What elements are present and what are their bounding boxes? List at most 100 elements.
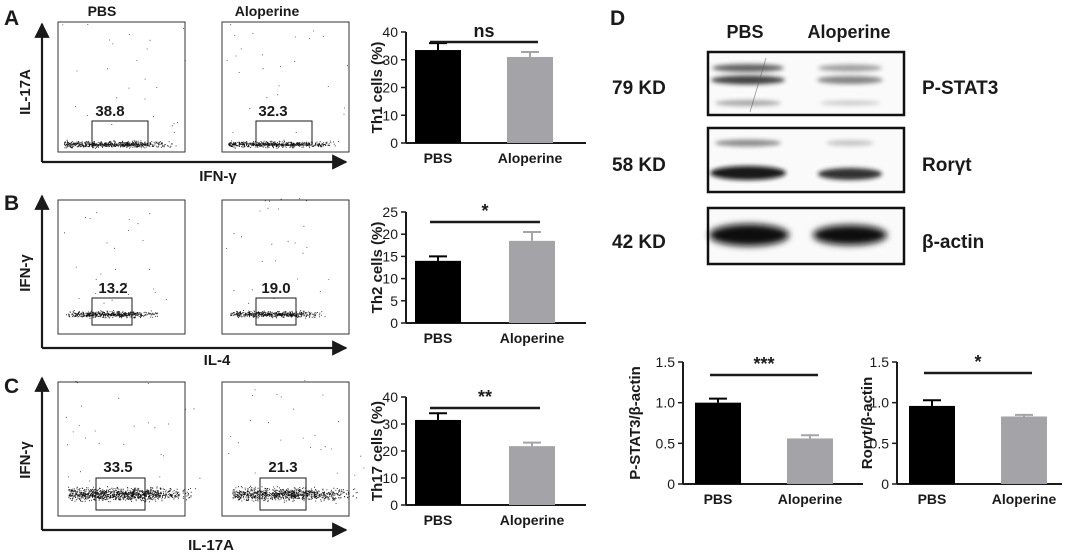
significance-label: * [974, 352, 981, 372]
y-tick-label: 10 [382, 470, 398, 486]
gate-value-aloperine-c: 21.3 [268, 459, 297, 476]
gate-aloperine-b [255, 297, 297, 326]
gate-aloperine-a [255, 120, 313, 146]
y-tick-label: 0.5 [656, 435, 676, 451]
y-axis-label: Th1 cells (%) [369, 42, 386, 134]
bar-aloperine [1001, 416, 1047, 484]
y-tick-label: 1.5 [870, 354, 890, 370]
y-axis-label: P-STAT3/β-actin [627, 366, 644, 480]
bar-aloperine [787, 438, 833, 484]
y-axis-label: Th2 cells (%) [369, 222, 386, 314]
panel-letter-c: C [4, 375, 19, 398]
category-label: PBS [704, 491, 733, 507]
bar-aloperine [509, 446, 555, 505]
flow-plot-pbs-b [57, 199, 186, 335]
protein-label-beta-actin: β-actin [922, 232, 984, 253]
kd-label-42: 42 KD [612, 232, 666, 253]
y-tick-label: 1.0 [870, 395, 890, 411]
y-tick-label: 1.5 [656, 354, 676, 370]
blot-strip-pstat3 [706, 50, 906, 117]
category-label: Aloperine [992, 491, 1057, 507]
y-tick-label: 0 [881, 476, 889, 492]
panel-letter-b: B [4, 192, 19, 215]
y-tick-label: 30 [382, 52, 398, 68]
panel-letter-a: A [4, 7, 19, 30]
significance-label: ns [473, 21, 494, 41]
blot-strip-rorgt [706, 126, 906, 194]
dot-cloud-aloperine-a [226, 21, 349, 149]
bar-chart-th1: 0 10 20 30 40 Th1 cells (%) PBS Aloperine ns [369, 21, 586, 166]
y-tick-label: 0 [390, 315, 398, 331]
flow-plot-pbs-a [57, 21, 186, 153]
event-dots [226, 21, 349, 149]
dot-cloud-pbs-c [65, 380, 201, 503]
bar-chart-pstat3: 0 0.5 1.0 1.5 P-STAT3/β-actin PBS Aloperine *** [627, 354, 863, 507]
dot-cloud-pbs-a [62, 24, 186, 149]
y-tick-label: 40 [382, 24, 398, 40]
significance-label: ** [478, 387, 492, 407]
x-label-c: IL-17A [188, 537, 234, 554]
y-axis-label: Rorγt/β-actin [859, 377, 876, 470]
flow-plot-pbs-c [57, 381, 186, 517]
gate-value-pbs-b: 13.2 [98, 280, 127, 297]
y-tick-label: 40 [382, 389, 398, 405]
category-label: PBS [918, 491, 947, 507]
y-tick-label: 0.5 [870, 435, 890, 451]
bar-chart-th2: 0 5 10 15 20 25 Th2 cells (%) PBS Aloperine * [369, 201, 586, 346]
y-tick-label: 5 [390, 293, 398, 309]
protein-label-rorgt: Rorγt [922, 155, 972, 176]
event-dots [65, 380, 201, 503]
bar-aloperine [507, 56, 553, 143]
header-aloperine-a: Aloperine [235, 3, 300, 19]
y-label-b: IFN-γ [17, 254, 34, 292]
bar-chart-rorgt: 0 0.5 1.0 1.5 Rorγt/β-actin PBS Aloperine * [859, 352, 1062, 507]
gate-value-pbs-a: 38.8 [95, 103, 124, 120]
significance-label: *** [753, 354, 774, 374]
category-label: Aloperine [498, 150, 563, 166]
bar-pbs [415, 419, 461, 505]
x-label-b: IL-4 [204, 352, 231, 369]
y-tick-label: 0 [667, 476, 675, 492]
category-label: PBS [424, 512, 453, 528]
y-tick-label: 10 [382, 271, 398, 287]
event-dots [64, 212, 167, 319]
gate-value-pbs-c: 33.5 [103, 459, 132, 476]
panel-c: C IFN-γ IL-17A 33.5 21.3 [4, 375, 365, 554]
event-dots [228, 380, 365, 504]
gate-pbs-c [95, 477, 146, 511]
flow-plot-aloperine-c [221, 381, 350, 517]
panel-letter-d: D [610, 7, 625, 30]
dot-cloud-pbs-b [64, 212, 167, 319]
gate-value-aloperine-a: 32.3 [258, 103, 287, 120]
panel-d: D PBS Aloperine 79 KD P-STAT3 58 KD Rorγ… [610, 7, 998, 266]
y-tick-label: 0 [390, 497, 398, 513]
category-label: Aloperine [500, 330, 565, 346]
flow-plot-aloperine-a [221, 21, 350, 153]
kd-label-58: 58 KD [612, 155, 666, 176]
significance-label: * [481, 201, 488, 221]
event-dots [62, 24, 186, 149]
bar-pbs [695, 402, 741, 484]
x-label-a: IFN-γ [199, 168, 237, 185]
bar-pbs [415, 260, 461, 323]
y-tick-label: 20 [382, 443, 398, 459]
y-label-c: IFN-γ [17, 441, 34, 479]
gate-value-aloperine-b: 19.0 [261, 280, 290, 297]
header-pbs-a: PBS [88, 3, 117, 19]
dot-cloud-aloperine-c [228, 380, 365, 504]
blot-header-aloperine: Aloperine [807, 22, 890, 42]
category-label: Aloperine [778, 491, 843, 507]
panel-b: B IFN-γ IL-4 13.2 19.0 [4, 192, 350, 369]
panel-a: A PBS Aloperine IL-17A IFN-γ 38.8 32.3 [4, 3, 350, 185]
y-tick-label: 25 [382, 204, 398, 220]
bar-pbs [909, 405, 955, 484]
blot-strip-beta-actin [706, 206, 906, 266]
y-label-a: IL-17A [17, 69, 34, 115]
protein-label-pstat3: P-STAT3 [922, 78, 998, 99]
y-tick-label: 30 [382, 416, 398, 432]
dot-cloud-aloperine-b [226, 198, 330, 319]
y-tick-label: 0 [390, 135, 398, 151]
gate-pbs-a [91, 120, 149, 146]
